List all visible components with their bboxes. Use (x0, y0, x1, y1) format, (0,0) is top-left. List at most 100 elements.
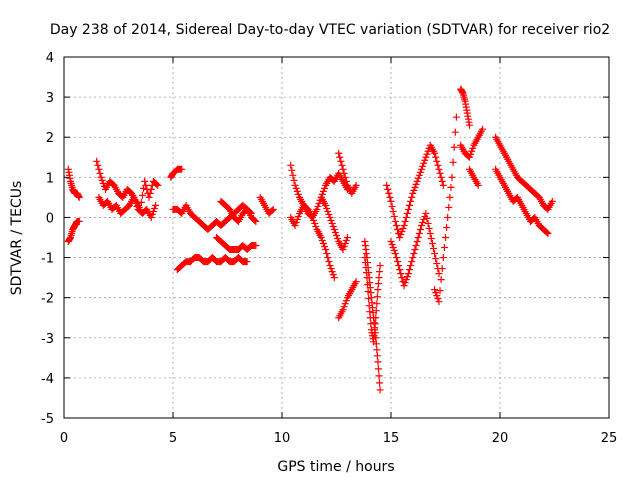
data-point (138, 191, 146, 199)
data-point (419, 162, 427, 170)
data-point (450, 143, 458, 151)
data-point (376, 262, 384, 270)
data-point (292, 184, 300, 192)
data-point (387, 197, 395, 205)
data-point (325, 258, 333, 266)
data-point (363, 274, 371, 282)
data-point (339, 306, 347, 314)
data-point (374, 286, 382, 294)
data-point (150, 204, 158, 212)
data-point (452, 113, 460, 121)
data-point (432, 255, 440, 263)
data-point (445, 203, 453, 211)
data-point (396, 266, 404, 274)
data-point (321, 243, 329, 251)
data-point (324, 254, 332, 262)
y-tick-label: -3 (41, 332, 54, 347)
data-point (401, 279, 409, 287)
data-point (132, 199, 140, 207)
y-tick-label: 1 (46, 171, 54, 186)
x-tick-label: 10 (274, 431, 291, 446)
data-point (439, 181, 447, 189)
data-point (329, 222, 337, 230)
data-point (467, 150, 475, 158)
data-point (339, 246, 347, 254)
data-point (416, 168, 424, 176)
data-point (389, 207, 397, 215)
data-point (142, 181, 150, 189)
data-point (443, 223, 451, 231)
data-point (468, 147, 476, 155)
data-point (440, 244, 448, 252)
data-point (251, 216, 259, 224)
data-point (410, 250, 418, 258)
data-point (149, 207, 157, 215)
data-point (422, 153, 430, 161)
data-point (420, 159, 428, 167)
data-point (293, 187, 301, 195)
data-point (329, 271, 337, 279)
data-point (406, 266, 414, 274)
data-point (375, 274, 383, 282)
data-point (544, 229, 552, 237)
data-point (408, 193, 416, 201)
data-point (411, 183, 419, 191)
data-point (437, 276, 445, 284)
data-point (433, 292, 441, 300)
data-point (337, 157, 345, 165)
data-point (343, 234, 351, 241)
data-point (335, 149, 343, 157)
data-point (427, 235, 435, 243)
data-point (433, 260, 441, 268)
data-point (401, 217, 409, 225)
data-point (437, 173, 445, 181)
data-point (153, 180, 161, 188)
data-point (384, 185, 392, 193)
data-point (323, 204, 331, 212)
data-point (421, 156, 429, 164)
data-point (432, 153, 440, 161)
data-point (291, 221, 299, 229)
data-point (291, 181, 299, 189)
data-point (423, 150, 431, 158)
data-point (409, 254, 417, 262)
data-point (328, 219, 336, 227)
data-point (327, 265, 335, 273)
data-point (434, 295, 442, 303)
data-point (341, 240, 349, 248)
data-point (372, 314, 380, 322)
data-point (402, 213, 410, 221)
data-point (375, 372, 383, 380)
data-point (146, 189, 154, 197)
data-point (431, 250, 439, 258)
data-point (424, 219, 432, 227)
x-tick-label: 0 (60, 431, 68, 446)
data-point (436, 169, 444, 177)
data-point (314, 202, 322, 210)
data-point (287, 161, 295, 169)
data-point (438, 177, 446, 185)
data-point (75, 217, 83, 225)
data-point (333, 231, 340, 239)
data-point (465, 153, 473, 161)
data-point (402, 276, 410, 284)
data-point (431, 149, 439, 157)
data-point (399, 224, 407, 232)
data-point (432, 289, 440, 297)
data-point (435, 165, 443, 173)
data-point (404, 205, 412, 213)
data-point (428, 240, 436, 248)
data-point (376, 268, 384, 276)
x-tick-label: 5 (169, 431, 177, 446)
data-point (415, 229, 423, 237)
data-point (340, 243, 348, 251)
data-point (289, 171, 297, 179)
data-point (330, 274, 338, 282)
data-point (341, 300, 349, 308)
data-point (410, 186, 418, 194)
data-point (292, 218, 300, 226)
x-axis-label: GPS time / hours (277, 459, 394, 475)
data-point (386, 193, 394, 201)
data-point (365, 295, 373, 303)
